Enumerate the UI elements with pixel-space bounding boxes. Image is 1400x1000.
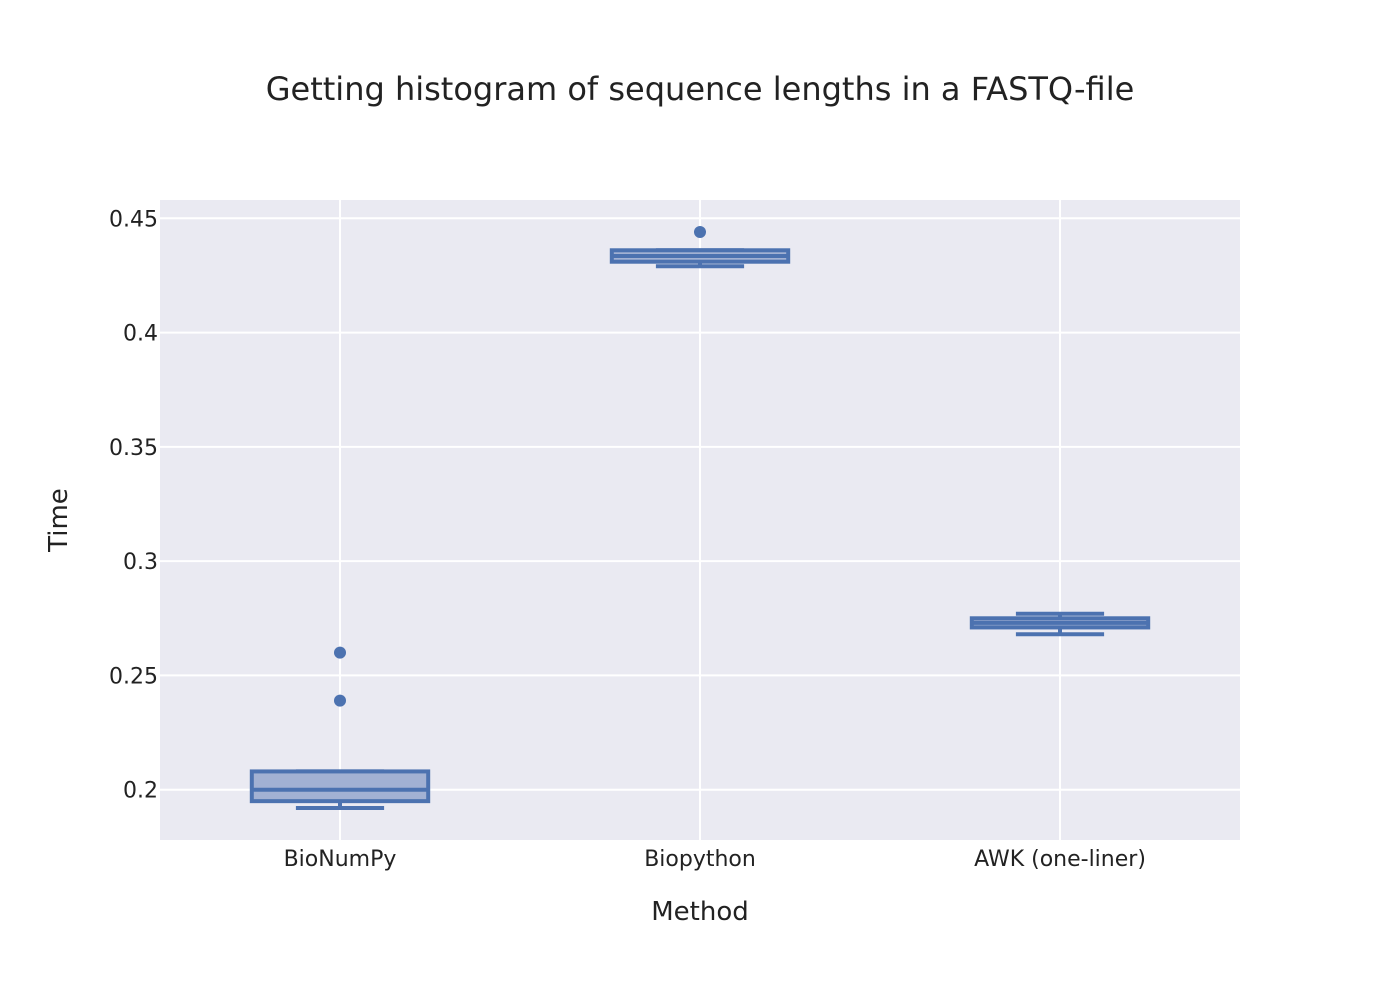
box-series — [249, 226, 1151, 810]
y-tick-label: 0.45 — [109, 207, 158, 232]
x-tick-label: BioNumPy — [284, 847, 397, 872]
chart-title: Getting histogram of sequence lengths in… — [266, 70, 1135, 108]
y-axis-ticks: 0.2 0.25 0.3 0.35 0.4 0.45 — [109, 207, 158, 803]
box-2 — [969, 611, 1151, 637]
y-tick-label: 0.2 — [123, 779, 158, 804]
y-tick-label: 0.25 — [109, 664, 158, 689]
box-body — [249, 769, 431, 804]
box-0 — [249, 646, 431, 810]
y-tick-label: 0.35 — [109, 436, 158, 461]
x-tick-label: Biopython — [644, 847, 756, 872]
box-1 — [609, 226, 791, 269]
y-tick-label: 0.3 — [123, 550, 158, 575]
y-axis-title: Time — [44, 488, 74, 553]
y-tick-label: 0.4 — [123, 322, 158, 347]
x-axis-title: Method — [651, 897, 749, 927]
outlier-point — [334, 694, 346, 707]
outlier-point — [334, 646, 346, 659]
x-axis-ticks: BioNumPy Biopython AWK (one-liner) — [284, 847, 1146, 872]
x-tick-label: AWK (one-liner) — [974, 847, 1146, 872]
outlier-point — [694, 226, 706, 238]
